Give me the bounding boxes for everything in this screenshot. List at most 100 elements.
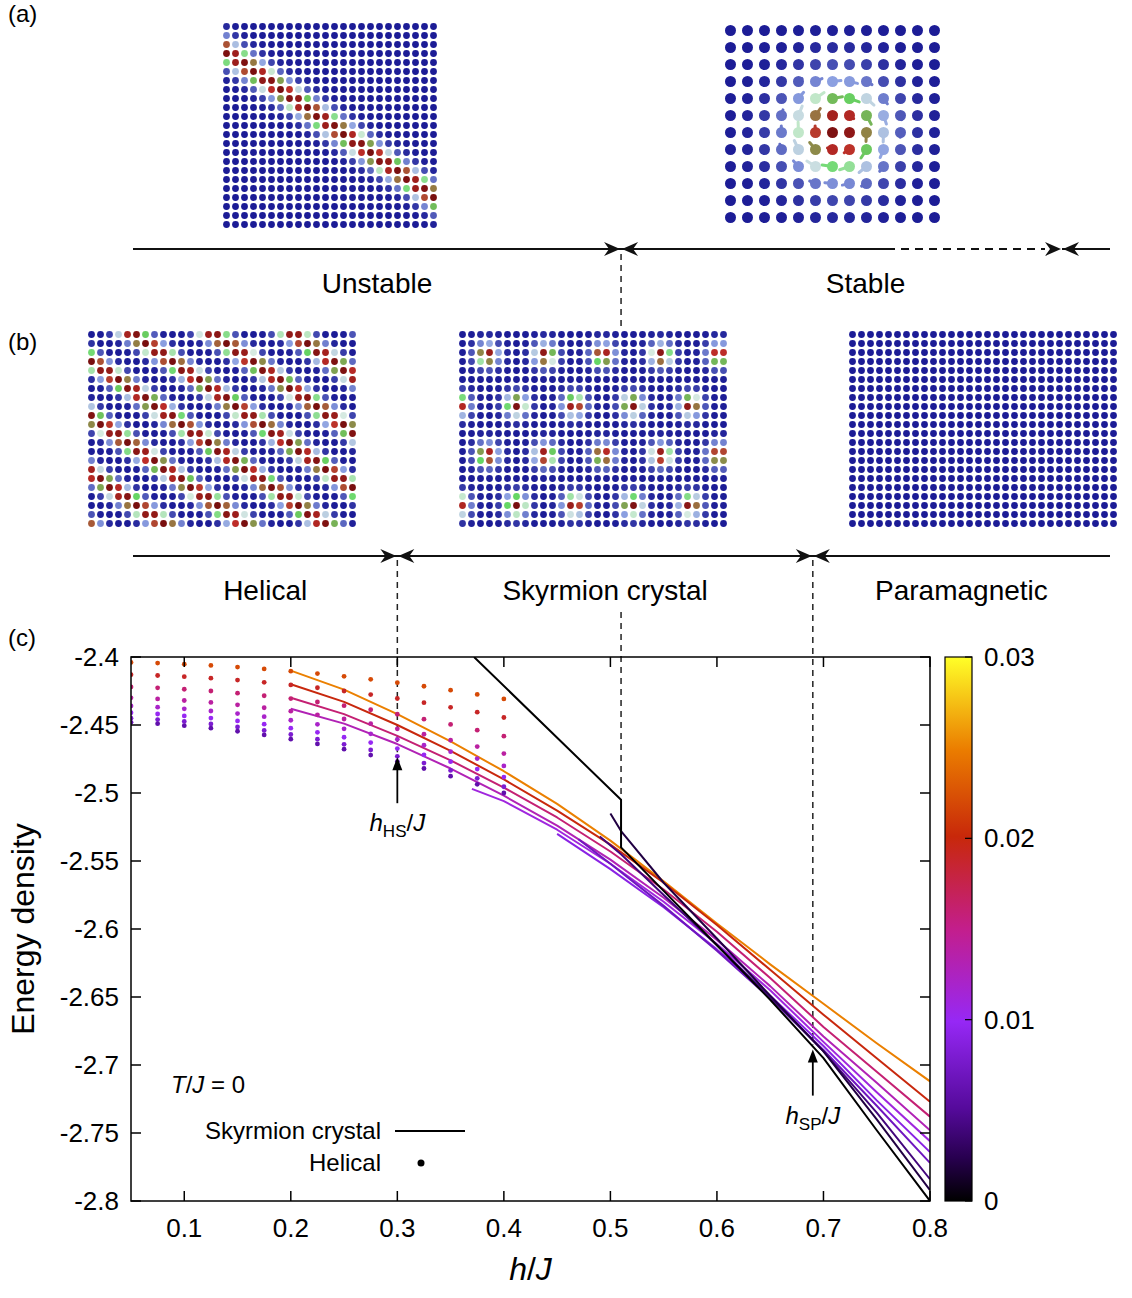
spin-cone xyxy=(385,59,392,66)
spin-cone xyxy=(603,493,610,500)
spin-cone xyxy=(178,421,185,428)
spin-cone xyxy=(486,394,493,401)
spin-cone xyxy=(250,331,257,338)
spin-cone xyxy=(115,520,122,527)
spin-cone xyxy=(205,502,212,509)
spin-cone xyxy=(133,439,140,446)
spin-cone xyxy=(268,367,275,374)
spin-cone xyxy=(576,493,583,500)
spin-arrow xyxy=(899,167,900,169)
spin-cone xyxy=(295,484,302,491)
spin-cone xyxy=(693,448,700,455)
spin-cone xyxy=(322,41,329,48)
spin-cone xyxy=(367,149,374,156)
spin-cone xyxy=(178,331,185,338)
spin-cone xyxy=(630,385,637,392)
spin-cone xyxy=(639,349,646,356)
spin-cone xyxy=(376,77,383,84)
spin-cone xyxy=(403,104,410,111)
spin-cone xyxy=(531,439,538,446)
spin-cone xyxy=(594,385,601,392)
spin-cone xyxy=(169,394,176,401)
spin-cone xyxy=(540,412,547,419)
spin-cone xyxy=(169,376,176,383)
spin-cone xyxy=(124,385,131,392)
spin-cone xyxy=(567,403,574,410)
spin-cone xyxy=(477,421,484,428)
spin-cone xyxy=(223,421,230,428)
spin-cone xyxy=(878,195,889,206)
spin-cone xyxy=(241,331,248,338)
spin-cone xyxy=(675,475,682,482)
spin-cone xyxy=(421,185,428,192)
spin-cone xyxy=(367,212,374,219)
spin-cone xyxy=(468,376,475,383)
spin-cone xyxy=(340,113,347,120)
spin-cone xyxy=(313,86,320,93)
spin-cone xyxy=(331,367,338,374)
spin-cone xyxy=(277,349,284,356)
spin-cone xyxy=(468,367,475,374)
spin-cone xyxy=(286,23,293,30)
spin-cone xyxy=(178,367,185,374)
spin-cone xyxy=(241,68,248,75)
spin-cone xyxy=(277,502,284,509)
spin-cone xyxy=(331,176,338,183)
spin-cone xyxy=(349,104,356,111)
spin-cone xyxy=(412,221,419,228)
spin-cone xyxy=(349,158,356,165)
spin-cone xyxy=(115,385,122,392)
spin-arrow xyxy=(840,167,850,170)
spin-cone xyxy=(313,203,320,210)
spin-cone xyxy=(394,176,401,183)
spin-cone xyxy=(912,25,923,36)
spin-cone xyxy=(106,493,113,500)
spin-cone xyxy=(232,340,239,347)
spin-cone xyxy=(322,149,329,156)
spin-cone xyxy=(250,149,257,156)
spin-cone xyxy=(187,502,194,509)
spin-cone xyxy=(504,448,511,455)
spin-cone xyxy=(711,412,718,419)
spin-cone xyxy=(693,484,700,491)
spin-arrow xyxy=(795,181,798,183)
spin-cone xyxy=(259,176,266,183)
spin-cone xyxy=(223,167,230,174)
spin-cone xyxy=(241,502,248,509)
spin-arrow xyxy=(816,109,821,116)
spin-cone xyxy=(313,466,320,473)
spin-cone xyxy=(250,349,257,356)
spin-cone xyxy=(286,68,293,75)
spin-cone xyxy=(331,68,338,75)
spin-cone xyxy=(277,340,284,347)
spin-cone xyxy=(151,412,158,419)
spin-cone xyxy=(232,194,239,201)
spin-cone xyxy=(169,340,176,347)
spin-cone xyxy=(250,140,257,147)
spin-cone xyxy=(259,520,266,527)
spin-cone xyxy=(268,502,275,509)
spin-cone xyxy=(648,484,655,491)
spin-cone xyxy=(241,95,248,102)
spin-cone xyxy=(322,349,329,356)
spin-cone xyxy=(459,466,466,473)
spin-cone xyxy=(477,457,484,464)
spin-cone xyxy=(495,403,502,410)
spin-cone xyxy=(196,448,203,455)
spin-cone xyxy=(97,421,104,428)
spin-cone xyxy=(250,41,257,48)
spin-cone xyxy=(268,221,275,228)
spin-cone xyxy=(358,113,365,120)
spin-cone xyxy=(232,221,239,228)
spin-cone xyxy=(675,394,682,401)
spin-cone xyxy=(349,376,356,383)
spin-cone xyxy=(133,475,140,482)
spin-cone xyxy=(725,212,736,223)
spin-cone xyxy=(421,212,428,219)
spin-cone xyxy=(259,203,266,210)
spin-cone xyxy=(214,367,221,374)
spin-arrow xyxy=(867,82,873,85)
spin-arrow xyxy=(810,181,816,184)
spin-cone xyxy=(313,439,320,446)
spin-cone xyxy=(495,493,502,500)
